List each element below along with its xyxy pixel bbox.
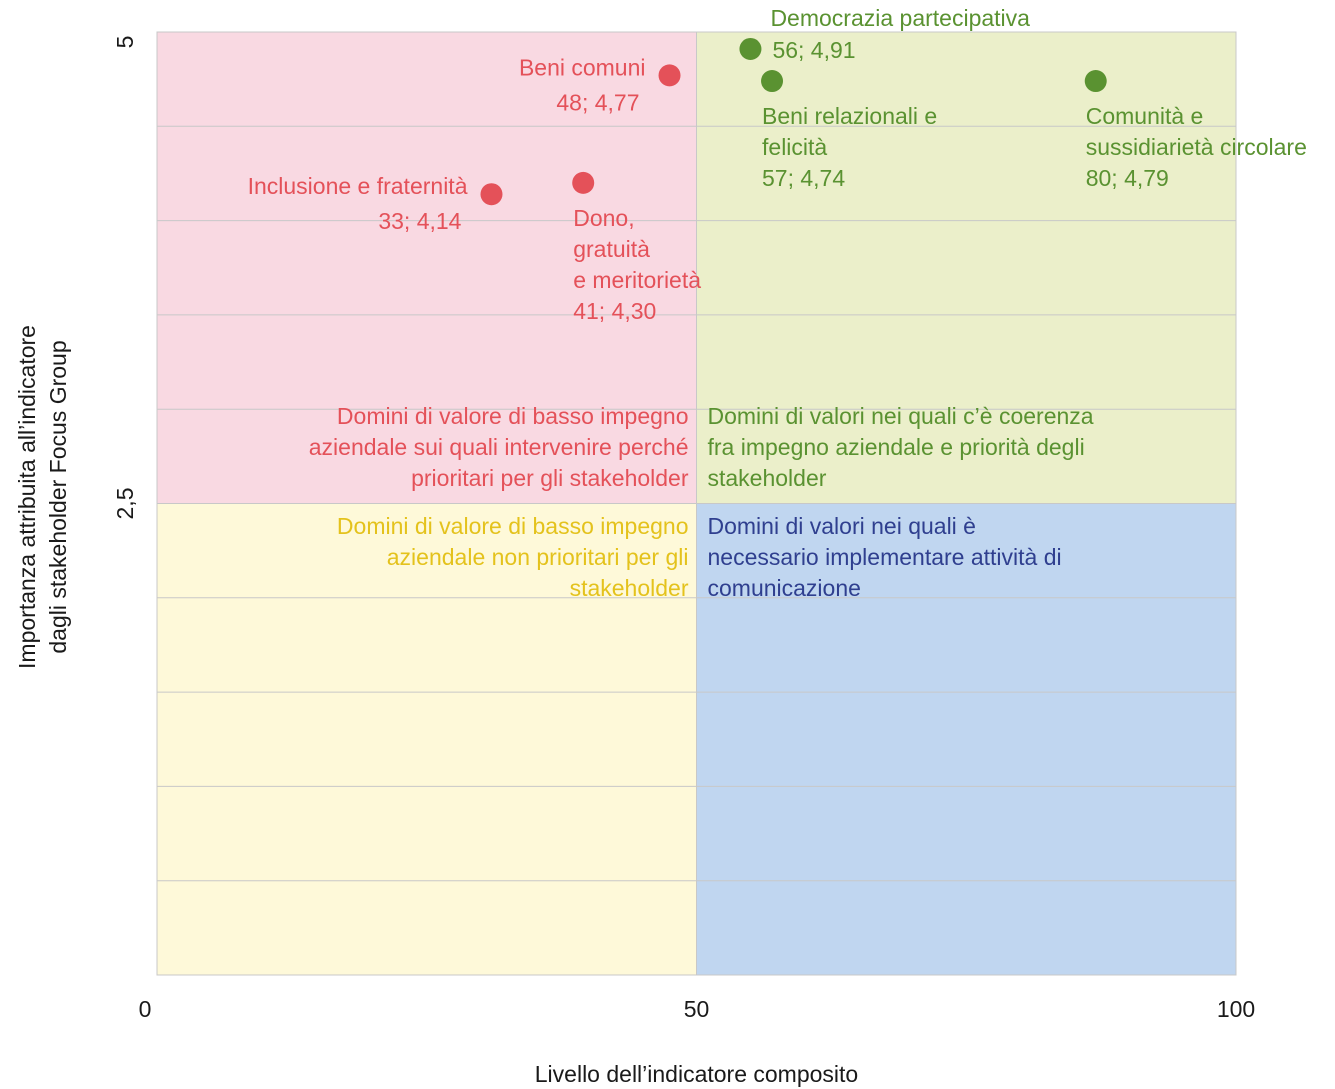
x-tick-label: 0 [139,996,152,1022]
data-label: Inclusione e fraternità [248,173,468,199]
quadrant-label: aziendale sui quali intervenire perché [309,434,689,460]
quadrant-top-right [696,32,1236,504]
data-label: Beni comuni [519,54,646,80]
data-point[interactable] [572,171,595,194]
data-point[interactable] [761,70,784,93]
quadrant-label: necessario implementare attività di [708,544,1062,570]
data-value-label: 33; 4,14 [378,208,461,234]
data-label: Democrazia partecipativa [770,5,1030,31]
quadrant-label: comunicazione [708,575,861,601]
plot-border [156,31,1237,976]
quadrant-label: stakeholder [708,465,827,491]
data-value-label: 48; 4,77 [556,89,639,115]
data-label: e meritorietà [573,267,701,293]
y-axis-title: dagli stakeholder Focus Group [45,340,71,653]
data-value-label: 57; 4,74 [762,165,845,191]
quadrant-label: stakeholder [570,575,689,601]
data-point[interactable] [739,37,762,60]
data-label: Beni relazionali e [762,103,937,129]
data-value-label: 41; 4,30 [573,298,656,324]
x-tick-label: 50 [684,996,710,1022]
quadrant-label: aziendale non prioritari per gli [387,544,689,570]
quadrant-label: prioritari per gli stakeholder [411,465,689,491]
quadrant-label: fra impegno aziendale e priorità degli [708,434,1085,460]
quadrant-bottom-left [157,503,697,975]
data-point[interactable] [1084,70,1107,93]
x-axis-title: Livello dell’indicatore composito [535,1061,858,1087]
data-label: Comunità e [1086,103,1204,129]
data-label: Dono, [573,205,634,231]
y-tick-label: 2,5 [112,488,138,520]
y-tick-label: 5 [112,36,138,49]
data-label: felicità [762,134,827,160]
data-point[interactable] [658,64,681,87]
quadrant-label: Domini di valori nei quali c’è coerenza [708,403,1094,429]
quadrant-bottom-right [696,503,1236,975]
data-label: gratuità [573,236,650,262]
data-label: sussidiarietà circolare [1086,134,1307,160]
quadrant-label: Domini di valore di basso impegno [337,403,689,429]
data-value-label: 56; 4,91 [772,37,855,63]
x-tick-label: 100 [1217,996,1255,1022]
quadrant-top-left [157,32,697,504]
y-axis-title: Importanza attribuita all’indicatore [14,325,40,669]
quadrant-label: Domini di valore di basso impegno [337,513,689,539]
data-point[interactable] [480,183,503,206]
quadrant-label: Domini di valori nei quali è [708,513,976,539]
data-value-label: 80; 4,79 [1086,165,1169,191]
